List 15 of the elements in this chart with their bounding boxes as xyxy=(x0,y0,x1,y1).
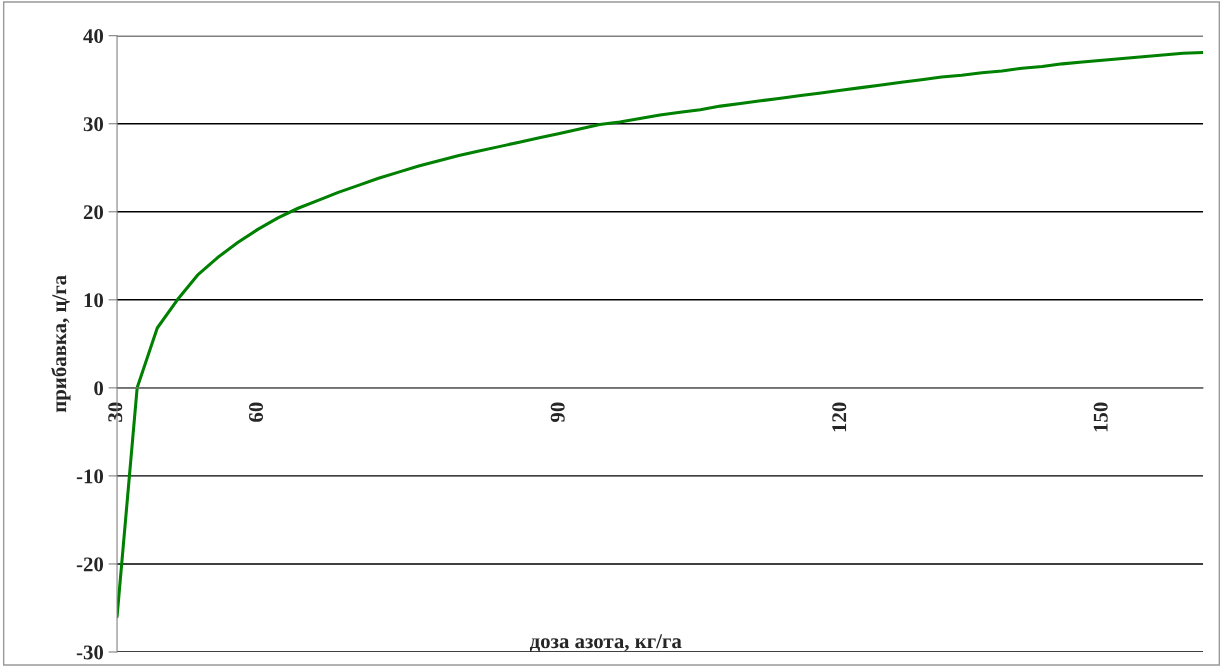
x-tick-label: 30 xyxy=(108,402,123,422)
y-axis-title: прибавка, ц/га xyxy=(51,275,71,413)
x-tick-label: 90 xyxy=(550,402,565,423)
y-tick-label: 0 xyxy=(94,381,104,396)
y-tick-label: -30 xyxy=(76,645,104,660)
x-tick-label: 60 xyxy=(248,402,264,422)
y-tick-label: -20 xyxy=(76,557,104,572)
x-tick-label: 150 xyxy=(1093,402,1108,432)
y-tick-label: 40 xyxy=(83,29,104,44)
y-tick-label: -10 xyxy=(76,469,104,484)
y-tick-label: 10 xyxy=(84,293,104,308)
y-tick-label: 30 xyxy=(83,117,104,132)
x-axis-title: доза азота, кг/га xyxy=(529,634,682,652)
y-tick-label: 20 xyxy=(83,205,104,220)
x-tick-label: 120 xyxy=(832,402,847,432)
